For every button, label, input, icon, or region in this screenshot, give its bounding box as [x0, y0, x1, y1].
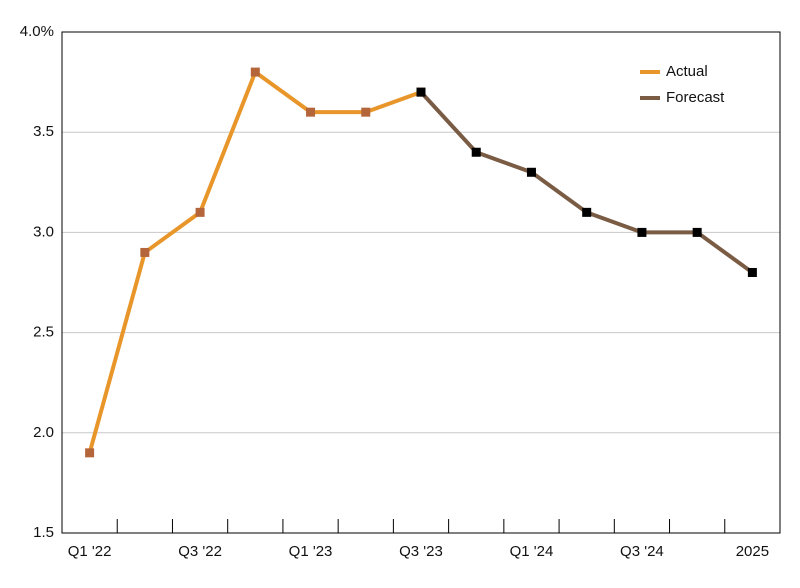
marker — [195, 207, 205, 217]
marker — [416, 87, 426, 97]
x-tick-label: Q1 '23 — [289, 543, 333, 560]
marker — [361, 107, 371, 117]
marker — [471, 147, 481, 157]
y-tick-label: 4.0% — [20, 23, 54, 40]
x-tick-label: Q3 '22 — [178, 543, 222, 560]
marker — [692, 227, 702, 237]
marker — [250, 67, 260, 77]
x-tick-label: 2025 — [736, 543, 769, 560]
plot-frame — [61, 31, 781, 534]
marker — [306, 107, 316, 117]
x-tick-label: Q1 '24 — [510, 543, 554, 560]
marker — [526, 167, 536, 177]
x-tick-label: Q3 '24 — [620, 543, 664, 560]
y-tick-label: 3.0 — [33, 223, 54, 240]
x-tick-label: Q3 '23 — [399, 543, 443, 560]
marker — [140, 247, 150, 257]
legend-label: Forecast — [666, 89, 725, 106]
marker — [637, 227, 647, 237]
series-line — [419, 90, 754, 275]
marker — [85, 448, 95, 458]
y-tick-label: 2.5 — [33, 324, 54, 341]
y-tick-label: 2.0 — [33, 424, 54, 441]
y-tick-label: 3.5 — [33, 123, 54, 140]
y-tick-label: 1.5 — [33, 524, 54, 541]
legend-label: Actual — [666, 63, 708, 80]
x-tick-label: Q1 '22 — [68, 543, 112, 560]
marker — [747, 267, 757, 277]
marker — [582, 207, 592, 217]
series-line — [87, 70, 422, 454]
